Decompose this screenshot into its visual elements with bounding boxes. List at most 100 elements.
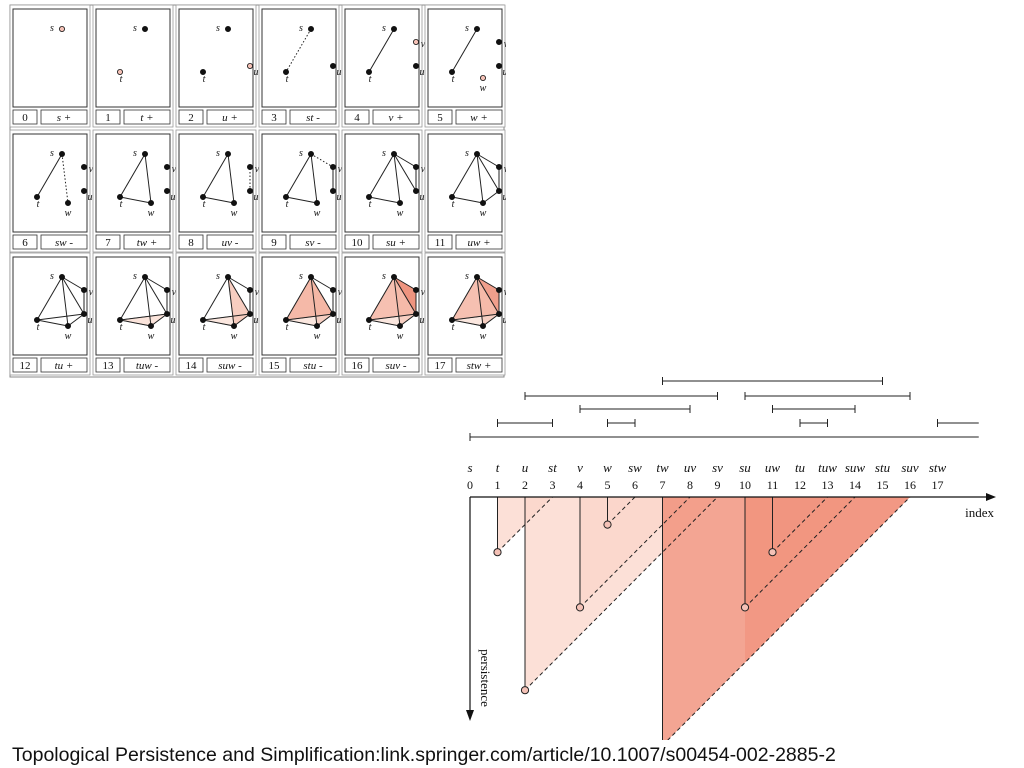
vertex-v [164, 164, 171, 171]
edge-st [451, 153, 478, 198]
frame-6: s t u v w 6 sw - [9, 129, 94, 253]
vertex-s [391, 273, 398, 280]
simplex-label-tuw: tuw [818, 460, 837, 475]
vertex-t [33, 194, 40, 201]
vertex-s [142, 25, 149, 32]
edge-tu [285, 313, 334, 321]
frame-3: s t u 3 st - [258, 4, 342, 128]
vertex-s [59, 273, 66, 280]
vertex-label-w: w [231, 208, 238, 219]
index-box [12, 357, 38, 373]
vertex-v [330, 164, 337, 171]
caption: Topological Persistence and Simplificati… [12, 744, 836, 766]
frame-panel [12, 133, 88, 233]
frame-panel [95, 133, 171, 233]
vertex-t [116, 194, 123, 201]
frame-12: s t u v w 12 tu + [9, 252, 94, 376]
edge-sv [476, 276, 500, 291]
frame-4: s t u v 4 v + [341, 4, 426, 128]
vertex-v [247, 164, 254, 171]
vertex-label-u: u [420, 67, 425, 78]
vertex-v [413, 39, 420, 46]
edge-tw [36, 319, 69, 327]
vertex-label-s: s [465, 148, 469, 159]
frame-7: s t u v w 7 tw + [92, 129, 177, 253]
vertex-u [496, 311, 503, 318]
filtration-grid: s 0 s + s t 1 t + s t u 2 u + s t u 3 st - s t u v 4 v + s t u v w 5… [9, 4, 507, 378]
label-box [123, 357, 171, 373]
vertex-s [308, 273, 315, 280]
edge-sw [476, 153, 484, 204]
edge-st [202, 276, 229, 321]
index-label-15: 15 [877, 478, 889, 492]
vertex-s [225, 25, 232, 32]
simplex-label-uv: uv [684, 460, 697, 475]
edge-tw [285, 319, 318, 327]
index-box [95, 234, 121, 250]
edge-tw [451, 319, 484, 327]
simplex-label-su: su [739, 460, 751, 475]
frame-label: v + [388, 112, 403, 124]
vertex-label-v: v [504, 287, 506, 298]
vertex-label-w: w [314, 331, 321, 342]
index-label-11: 11 [767, 478, 779, 492]
index-label-9: 9 [715, 478, 721, 492]
frame-index: 6 [22, 237, 28, 249]
vertex-v [164, 287, 171, 294]
edge-uw [399, 313, 417, 327]
vertex-v [496, 39, 503, 46]
vertex-v [81, 287, 88, 294]
vertex-t [282, 194, 289, 201]
index-box [12, 109, 38, 125]
vertex-label-v: v [421, 164, 426, 175]
vertex-u [164, 188, 171, 195]
edge-tw [119, 319, 152, 327]
edge-sv [310, 153, 334, 168]
vertex-s [391, 150, 398, 157]
edge-uw [150, 313, 168, 327]
frame-label: su + [386, 237, 406, 249]
frame-label: tuw - [136, 360, 159, 372]
edge-st [451, 28, 478, 73]
pair-diagonal [744, 496, 856, 608]
vertex-label-v: v [421, 287, 426, 298]
persistence-axis-label: persistence [478, 649, 493, 707]
frame-panel [178, 133, 254, 233]
vertex-label-u: u [503, 192, 507, 203]
index-box [427, 234, 453, 250]
frame-index: 8 [188, 237, 194, 249]
index-box [178, 234, 204, 250]
edge-sv [393, 276, 417, 291]
frame-index: 14 [186, 360, 198, 372]
edge-sv [144, 276, 168, 291]
edge-tu [368, 313, 417, 321]
edge-sw [61, 153, 69, 204]
pair-diagonal [772, 496, 828, 553]
index-box [427, 109, 453, 125]
frame-panel [344, 8, 420, 108]
pair-marker [740, 603, 750, 612]
vertex-label-w: w [148, 208, 155, 219]
vertex-s [142, 273, 149, 280]
label-box [123, 109, 171, 125]
frame-index: 12 [20, 360, 31, 372]
vertex-label-u: u [420, 192, 425, 203]
vertex-label-u: u [337, 315, 342, 326]
index-box [178, 109, 204, 125]
vertex-t [365, 69, 372, 76]
frame-panel [95, 8, 171, 108]
edge-st [119, 153, 146, 198]
index-label-6: 6 [632, 478, 638, 492]
index-axis-arrow [986, 493, 996, 501]
vertex-label-s: s [299, 23, 303, 34]
frame-13: s t u v w 13 tuw - [92, 252, 177, 376]
edge-sw [476, 276, 484, 327]
edge-su [476, 276, 500, 315]
edge-uw [67, 313, 85, 327]
index-label-4: 4 [577, 478, 583, 492]
index-box [261, 234, 287, 250]
edge-uw [316, 313, 334, 327]
vertex-label-u: u [503, 315, 507, 326]
index-label-12: 12 [794, 478, 806, 492]
vertex-u [496, 188, 503, 195]
